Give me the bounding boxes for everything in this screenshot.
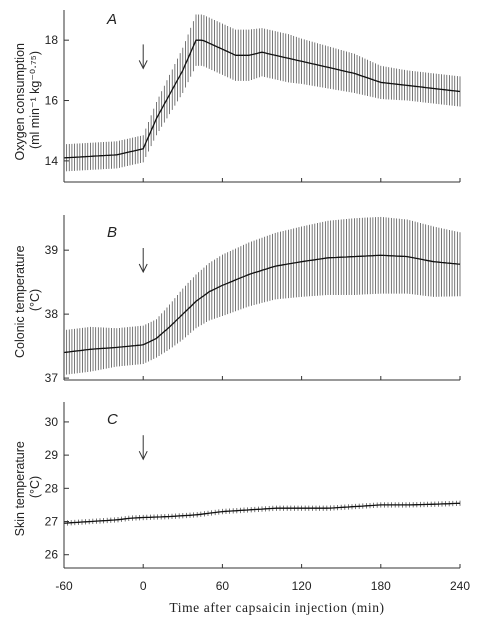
panel-c-ylabel: Skin temperature (°C) [13, 438, 42, 537]
panel-b: 37 38 39 B Colonic temperature (°C) [13, 215, 461, 385]
panel-a: 14 16 18 A Oxygen consumption (ml min⁻¹ kg… [13, 10, 461, 183]
panel-c-letter: C [107, 411, 118, 428]
panel-a-injection-arrow [138, 44, 148, 70]
panel-b-data [63, 216, 461, 375]
panel-b-mean-line [63, 254, 461, 354]
panel-b-ylabel-line1: Colonic temperature [13, 245, 27, 358]
panel-a-ylabel-line1: Oxygen consumption [13, 43, 27, 160]
panel-b-axes: 37 38 39 [45, 215, 461, 385]
panel-a-y-tick-label: 18 [45, 33, 59, 47]
panel-c-data [63, 500, 461, 526]
x-tick-label: -60 [55, 579, 73, 593]
panel-b-y-tick-label: 38 [45, 307, 59, 321]
panel-c-y-tick-label: 26 [45, 548, 59, 562]
x-tick-labels: -60 0 60 120 180 240 [55, 579, 470, 593]
panel-a-ylabel-line2: (ml min⁻¹ kg⁻⁰·⁷⁵) [28, 51, 42, 149]
panel-a-mean-line [63, 39, 461, 159]
panel-a-y-tick-label: 14 [45, 154, 59, 168]
panel-c-ylabel-line2: (°C) [28, 476, 42, 498]
panel-c-y-tick-label: 29 [45, 448, 59, 462]
panel-c-y-tick-label: 27 [45, 515, 59, 529]
panel-a-axes: 14 16 18 [45, 10, 461, 183]
panel-c-ylabel-line1: Skin temperature [13, 441, 27, 536]
panel-c-y-tick-label: 30 [45, 415, 59, 429]
x-tick-label: 60 [216, 579, 230, 593]
panel-b-y-tick-label: 37 [45, 371, 59, 385]
panel-a-y-tick-label: 16 [45, 94, 59, 108]
panel-b-ylabel: Colonic temperature (°C) [13, 242, 42, 358]
panel-c-mean-line [63, 502, 461, 524]
x-tick-label: 0 [140, 579, 147, 593]
x-tick-label: 240 [450, 579, 470, 593]
panel-b-y-tick-label: 39 [45, 243, 59, 257]
panel-a-data [63, 14, 461, 172]
panel-c-axes: 26 27 28 29 30 [45, 402, 461, 569]
panel-b-ylabel-line2: (°C) [28, 289, 42, 311]
x-axis-label: Time after capsaicin injection (min) [169, 600, 384, 615]
panel-b-injection-arrow [138, 248, 148, 274]
x-tick-label: 120 [292, 579, 312, 593]
x-tick-label: 180 [371, 579, 391, 593]
panel-c: 26 27 28 29 30 C Skin temperature (°C) [13, 402, 461, 569]
panel-a-letter: A [106, 11, 117, 28]
panel-c-y-tick-label: 28 [45, 481, 59, 495]
panel-a-ylabel: Oxygen consumption (ml min⁻¹ kg⁻⁰·⁷⁵) [13, 40, 42, 161]
panel-c-injection-arrow [138, 435, 148, 461]
panel-b-letter: B [107, 224, 117, 241]
